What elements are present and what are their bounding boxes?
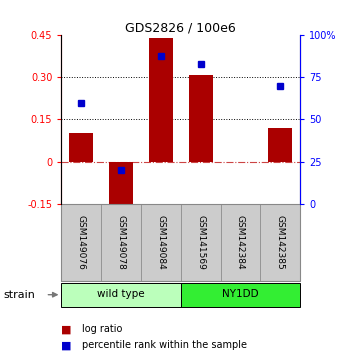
Bar: [101, 204, 141, 281]
Text: GSM149076: GSM149076: [77, 215, 86, 270]
Bar: [189, 75, 212, 161]
Text: wild type: wild type: [97, 289, 145, 299]
Text: GSM149084: GSM149084: [156, 215, 165, 270]
Bar: [69, 133, 93, 161]
Bar: [61, 283, 181, 307]
Text: GSM142385: GSM142385: [276, 215, 285, 270]
Bar: [268, 128, 292, 161]
Text: GSM149078: GSM149078: [117, 215, 125, 270]
Bar: [61, 204, 101, 281]
Bar: [141, 204, 181, 281]
Bar: [221, 204, 260, 281]
Text: strain: strain: [3, 290, 35, 300]
Text: ■: ■: [61, 324, 72, 334]
Bar: [181, 204, 221, 281]
Bar: [181, 283, 300, 307]
Text: ■: ■: [61, 340, 72, 350]
Bar: [260, 204, 300, 281]
Title: GDS2826 / 100e6: GDS2826 / 100e6: [125, 21, 236, 34]
Bar: [109, 161, 133, 213]
Text: NY1DD: NY1DD: [222, 289, 259, 299]
Bar: [149, 38, 173, 161]
Text: GSM141569: GSM141569: [196, 215, 205, 270]
Text: percentile rank within the sample: percentile rank within the sample: [82, 340, 247, 350]
Text: GSM142384: GSM142384: [236, 215, 245, 270]
Text: log ratio: log ratio: [82, 324, 122, 334]
